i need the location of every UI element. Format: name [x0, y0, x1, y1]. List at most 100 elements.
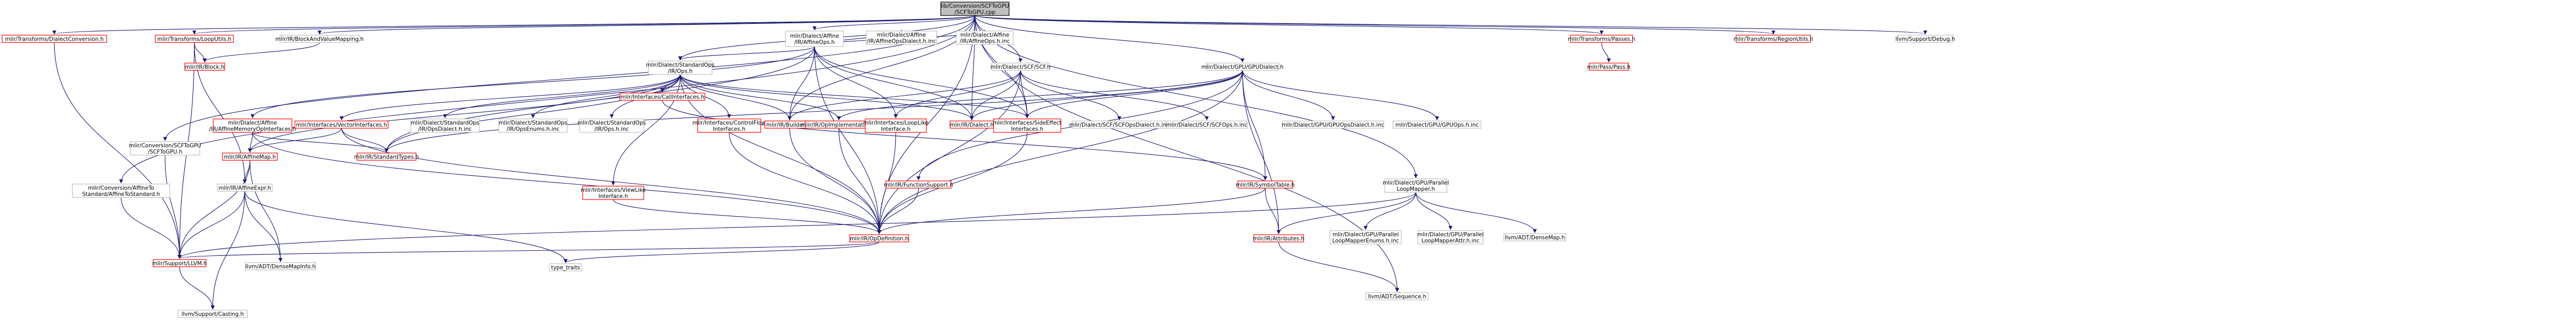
- node-plmattr[interactable]: mlir/Dialect/GPU/ParallelLoopMapperAttr.…: [1417, 230, 1484, 245]
- node-scfinc[interactable]: mlir/Dialect/SCF/SCFOps.h.inc: [1166, 120, 1248, 129]
- node-box: [940, 2, 1010, 16]
- node-gpudia[interactable]: mlir/Dialect/GPU/GPUDialect.h: [1202, 63, 1284, 71]
- node-label: llvm/Support/Debug.h: [1896, 36, 1955, 42]
- node-attrs[interactable]: mlir/IR/Attributes.h: [1253, 234, 1305, 242]
- node-box: [866, 31, 937, 45]
- node-amoi[interactable]: mlir/Dialect/Affine/IR/AffineMemoryOpInt…: [209, 118, 296, 133]
- node-label: mlir/Pass/Pass.h: [1587, 64, 1631, 70]
- edge-root-to-affops: [812, 15, 975, 31]
- node-root: lib/Conversion/SCFToGPU/SCFToGPU.cpp: [940, 2, 1010, 16]
- node-scfdia[interactable]: mlir/Dialect/SCF/SCFOpsDialect.h.inc: [1069, 120, 1169, 129]
- node-dialect[interactable]: mlir/IR/Dialect.h: [950, 120, 994, 129]
- node-region[interactable]: mlir/Transforms/RegionUtils.h: [1734, 35, 1813, 43]
- edge-layer: [52, 15, 1927, 310]
- edge-opdef-to-llvm: [177, 241, 880, 259]
- node-label: mlir/Interfaces/ControlFlow: [692, 120, 766, 126]
- node-gpuopsdia[interactable]: mlir/Dialect/GPU/GPUOpsDialect.h.inc: [1282, 120, 1384, 129]
- node-bavm[interactable]: mlir/IR/BlockAndValueMapping.h: [275, 35, 364, 43]
- node-builders[interactable]: mlir/IR/Builders.h: [764, 120, 815, 129]
- node-gpuopsinc[interactable]: mlir/Dialect/GPU/GPUOps.h.inc: [1393, 120, 1482, 129]
- node-affdia[interactable]: mlir/Dialect/Affine/IR/AffineOpsDialect.…: [866, 31, 937, 45]
- node-funcsup[interactable]: mlir/IR/FunctionSupport.h: [884, 180, 953, 189]
- edge-scf-to-builders: [788, 70, 1021, 120]
- node-box: [213, 118, 292, 133]
- node-label: /IR/AffineOpsDialect.h.inc: [867, 38, 936, 44]
- node-label: Interfaces.h: [1011, 126, 1043, 132]
- edge-affmap-to-llvm: [177, 160, 250, 259]
- edge-affstd-to-llvm: [121, 197, 182, 259]
- node-affmap[interactable]: mlir/IR/AffineMap.h: [222, 153, 278, 161]
- edge-plm-to-densemap: [1415, 192, 1537, 233]
- edge-stdops-to-opdef: [679, 74, 881, 234]
- node-plmenum[interactable]: mlir/Dialect/GPU/ParallelLoopMapperEnums…: [1329, 230, 1402, 245]
- node-label: /IR/Ops.h.inc: [595, 126, 629, 132]
- node-pass[interactable]: mlir/Pass/Pass.h: [1587, 63, 1631, 71]
- node-box: [1166, 120, 1248, 129]
- node-opdef[interactable]: mlir/IR/OpDefinition.h: [849, 234, 909, 242]
- node-affops[interactable]: mlir/Dialect/Affine/IR/AffineOps.h: [785, 31, 844, 47]
- node-label: /IR/OpsDialect.h.inc: [418, 126, 471, 132]
- node-label: mlir/Dialect/StandardOps: [646, 62, 714, 68]
- node-dmi[interactable]: llvm/ADT/DenseMapInfo.h: [245, 262, 316, 270]
- node-affstd[interactable]: mlir/Conversion/AffineToStandard/AffineT…: [72, 184, 170, 198]
- node-opimpl[interactable]: mlir/IR/OpImplementation.h: [801, 120, 877, 129]
- edge-vi-to-stypes: [341, 128, 389, 153]
- node-vi[interactable]: mlir/Interfaces/VectorInterfaces.h: [294, 120, 389, 129]
- node-label: /SCFToGPU.h: [148, 149, 183, 155]
- edge-affexpr-to-casting: [211, 191, 245, 310]
- node-affexpr[interactable]: mlir/IR/AffineExpr.h: [217, 184, 273, 192]
- node-label: mlir/Dialect/SCF/SCF.h: [990, 64, 1050, 70]
- node-tdc[interactable]: mlir/Transforms/DialectConversion.h: [2, 35, 107, 43]
- node-stddia[interactable]: mlir/Dialect/StandardOps/IR/OpsDialect.h…: [410, 118, 480, 133]
- node-box: [245, 262, 316, 270]
- node-box: [991, 63, 1050, 71]
- edge-affops-to-stdops: [678, 46, 815, 60]
- node-scf[interactable]: mlir/Dialect/SCF/SCF.h: [990, 63, 1050, 71]
- node-calli[interactable]: mlir/Interfaces/CallInterfaces.h: [619, 93, 705, 101]
- edge-gpudia-to-attrs: [1242, 70, 1281, 234]
- edge-affmap-to-dmi: [249, 160, 283, 262]
- node-traits[interactable]: type_traits: [549, 263, 582, 271]
- node-llvm[interactable]: mlir/Support/LLVM.h: [152, 259, 207, 267]
- node-label: mlir/Dialect/Affine: [877, 32, 926, 38]
- node-label: mlir/Conversion/AffineTo: [88, 185, 154, 191]
- node-label: mlir/IR/AffineMap.h: [224, 154, 276, 160]
- edge-lu-to-block: [194, 42, 207, 63]
- node-block[interactable]: mlir/IR/Block.h: [184, 63, 225, 71]
- node-symtab[interactable]: mlir/IR/SymbolTable.h: [1236, 180, 1295, 189]
- node-box: [155, 35, 234, 43]
- node-debug[interactable]: llvm/Support/Debug.h: [1896, 35, 1955, 43]
- node-box: [582, 186, 644, 200]
- node-label: mlir/Dialect/SCF/SCFOps.h.inc: [1166, 122, 1248, 128]
- edge-gpudia-to-gpuopsdia: [1242, 70, 1335, 120]
- edge-root-to-passes: [974, 15, 1604, 35]
- node-stdenum[interactable]: mlir/Dialect/StandardOps/IR/OpsEnums.h.i…: [498, 118, 568, 133]
- node-stdinc[interactable]: mlir/Dialect/StandardOps/IR/Ops.h.inc: [578, 118, 646, 133]
- edge-affops-to-builders: [788, 46, 815, 120]
- node-seq[interactable]: llvm/ADT/Sequence.h: [1366, 292, 1429, 300]
- node-box: [177, 310, 248, 318]
- node-densemap[interactable]: llvm/ADT/DenseMap.h: [1503, 233, 1566, 241]
- node-affinc[interactable]: mlir/Dialect/Affine/IR/AffineOps.h.inc: [956, 31, 1014, 45]
- node-stypes[interactable]: mlir/IR/StandardTypes.h: [354, 153, 419, 161]
- node-label: mlir/Dialect/GPU/Parallel: [1333, 232, 1399, 238]
- edge-root-to-bavm: [318, 15, 975, 35]
- edge-root-to-debug: [974, 15, 1927, 35]
- node-label: mlir/Dialect/SCF/SCFOpsDialect.h.inc: [1069, 122, 1169, 128]
- node-lu[interactable]: mlir/Transforms/LoopUtils.h: [155, 35, 234, 43]
- node-passes[interactable]: mlir/Transforms/Passes.h: [1568, 35, 1635, 43]
- node-label: mlir/Transforms/DialectConversion.h: [5, 36, 104, 42]
- node-label: mlir/IR/Dialect.h: [950, 122, 994, 128]
- node-stdops[interactable]: mlir/Dialect/StandardOps/IR/Ops.h: [646, 60, 715, 75]
- node-box: [279, 35, 360, 43]
- edge-stdops-to-builders: [679, 74, 792, 120]
- edge-llvm-to-casting: [179, 266, 215, 310]
- node-conv[interactable]: mlir/Conversion/SCFToGPU/SCFToGPU.h: [129, 141, 201, 156]
- node-casting[interactable]: llvm/Support/Casting.h: [177, 310, 248, 318]
- node-box: [1329, 230, 1402, 245]
